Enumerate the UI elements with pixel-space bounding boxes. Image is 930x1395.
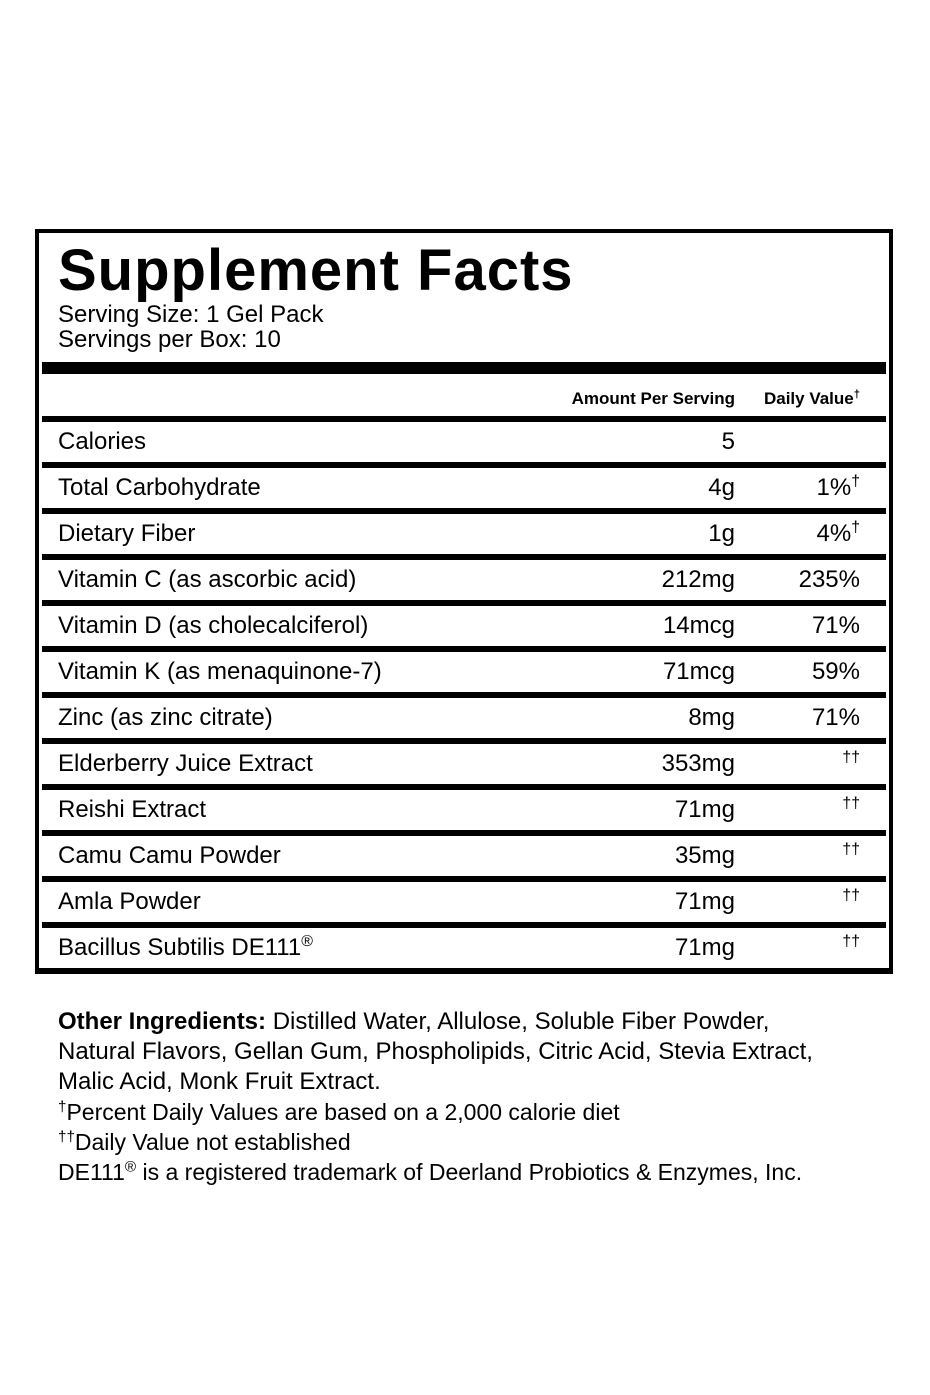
nutrient-amount: 8mg — [688, 704, 735, 731]
panel-header: Supplement Facts Serving Size: 1 Gel Pac… — [42, 236, 886, 353]
nutrient-name: Vitamin K (as menaquinone-7) — [58, 658, 382, 685]
column-header-daily-value-text: Daily Value — [763, 389, 854, 408]
nutrient-amount: 71mg — [674, 888, 735, 915]
nutrient-name: Total Carbohydrate — [58, 474, 261, 501]
supplement-facts-panel: Supplement Facts Serving Size: 1 Gel Pac… — [35, 229, 893, 974]
dagger-symbol: † — [58, 1098, 67, 1116]
nutrient-row-vitamin-d: Vitamin D (as cholecalciferol) 14mcg 71% — [42, 600, 886, 646]
nutrient-amount: 212mg — [661, 566, 735, 593]
footnote-trademark: DE111® is a registered trademark of Deer… — [58, 1158, 803, 1185]
nutrient-amount: 14mcg — [662, 612, 735, 639]
footnote-percent-daily-values: †Percent Daily Values are based on a 2,0… — [58, 1098, 620, 1125]
nutrient-daily-value: †† — [735, 750, 886, 778]
nutrient-row-vitamin-c: Vitamin C (as ascorbic acid) 212mg 235% — [42, 554, 886, 600]
nutrient-row-calories: Calories 5 — [42, 416, 886, 462]
nutrient-row-vitamin-k: Vitamin K (as menaquinone-7) 71mcg 59% — [42, 646, 886, 692]
nutrient-daily-value: 4%† — [816, 519, 861, 547]
nutrient-row-amla: Amla Powder 71mg †† — [42, 876, 886, 922]
serving-size: Serving Size: 1 Gel Pack — [58, 301, 324, 328]
nutrient-name: Dietary Fiber — [58, 520, 196, 547]
dagger-symbol: † — [853, 388, 860, 401]
nutrient-row-dietary-fiber: Dietary Fiber 1g 4%† — [42, 508, 886, 554]
nutrient-name: Vitamin D (as cholecalciferol) — [58, 612, 369, 639]
nutrient-daily-value: 71% — [811, 612, 860, 639]
divider-thick — [42, 362, 886, 374]
nutrient-amount: 71mcg — [662, 658, 735, 685]
nutrient-row-total-carbohydrate: Total Carbohydrate 4g 1%† — [42, 462, 886, 508]
nutrient-daily-value: 235% — [798, 566, 860, 593]
nutrient-name: Elderberry Juice Extract — [58, 750, 313, 777]
nutrient-amount: 71mg — [674, 796, 735, 823]
nutrient-daily-value: †† — [735, 888, 886, 916]
nutrient-amount: 4g — [708, 474, 735, 501]
nutrient-amount: 353mg — [661, 750, 735, 777]
other-ingredients-paragraph: Other Ingredients: Distilled Water, Allu… — [58, 1007, 818, 1097]
nutrient-amount: 71mg — [674, 934, 735, 961]
nutrient-daily-value: 59% — [811, 658, 860, 685]
nutrient-daily-value: †† — [735, 842, 886, 870]
column-header-amount: Amount Per Serving — [571, 389, 735, 408]
nutrient-name: Calories — [58, 428, 147, 455]
nutrient-daily-value: 71% — [811, 704, 860, 731]
nutrient-name: Zinc (as zinc citrate) — [58, 704, 273, 731]
double-dagger-symbol: †† — [58, 1128, 75, 1146]
other-ingredients-label: Other Ingredients: — [58, 1008, 267, 1035]
nutrient-name: Bacillus Subtilis DE111® — [58, 933, 313, 961]
column-header-row: Amount Per Serving Daily Value† — [42, 374, 886, 416]
double-dagger-symbol: †† — [842, 887, 860, 904]
dagger-symbol: † — [851, 519, 860, 536]
column-header-daily-value: Daily Value† — [735, 389, 886, 409]
nutrient-amount: 1g — [708, 520, 735, 547]
dagger-symbol: † — [851, 473, 860, 490]
nutrient-name: Amla Powder — [58, 888, 201, 915]
double-dagger-symbol: †† — [842, 841, 860, 858]
nutrient-daily-value: †† — [735, 934, 886, 962]
nutrient-row-camu-camu: Camu Camu Powder 35mg †† — [42, 830, 886, 876]
nutrient-row-bacillus-subtilis: Bacillus Subtilis DE111® 71mg †† — [42, 922, 886, 968]
nutrient-amount: 35mg — [674, 842, 735, 869]
nutrient-row-reishi: Reishi Extract 71mg †† — [42, 784, 886, 830]
double-dagger-symbol: †† — [842, 749, 860, 766]
servings-per-box: Servings per Box: 10 — [58, 326, 281, 353]
footnote-daily-value-not-established: ††Daily Value not established — [58, 1128, 351, 1155]
double-dagger-symbol: †† — [842, 795, 860, 812]
nutrient-row-elderberry: Elderberry Juice Extract 353mg †† — [42, 738, 886, 784]
registered-symbol: ® — [124, 1158, 137, 1176]
nutrient-name: Camu Camu Powder — [58, 842, 281, 869]
other-ingredients-text: Distilled Water, Allulose, Soluble Fiber… — [58, 1008, 813, 1095]
registered-symbol: ® — [301, 933, 313, 950]
footnotes-section: Other Ingredients: Distilled Water, Allu… — [58, 1007, 848, 1187]
double-dagger-symbol: †† — [842, 933, 860, 950]
nutrient-daily-value: †† — [735, 796, 886, 824]
nutrient-name: Vitamin C (as ascorbic acid) — [58, 566, 357, 593]
nutrient-amount: 5 — [721, 428, 735, 455]
panel-title: Supplement Facts — [58, 238, 574, 303]
nutrient-name: Reishi Extract — [58, 796, 207, 823]
nutrient-row-zinc: Zinc (as zinc citrate) 8mg 71% — [42, 692, 886, 738]
nutrient-daily-value: 1%† — [816, 473, 861, 501]
